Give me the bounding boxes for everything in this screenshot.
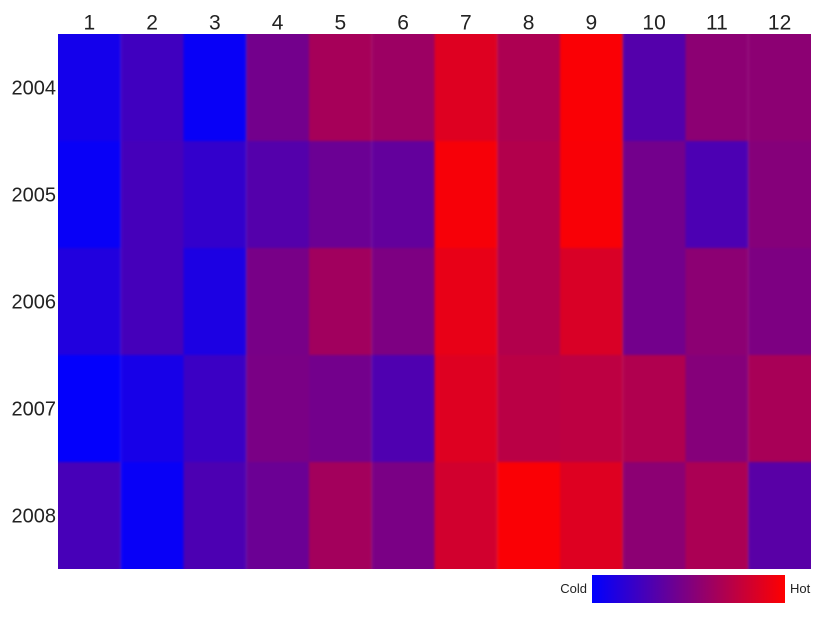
svg-text:3: 3 [209,12,221,35]
svg-text:9: 9 [586,12,598,35]
svg-text:Cold: Cold [560,581,587,596]
svg-text:6: 6 [397,12,409,35]
svg-text:12: 12 [768,12,791,35]
svg-text:8: 8 [523,12,535,35]
svg-text:2005: 2005 [12,185,57,207]
svg-text:4: 4 [272,12,284,35]
svg-text:1: 1 [84,12,96,35]
svg-text:2004: 2004 [12,78,57,100]
svg-text:2007: 2007 [12,399,57,421]
svg-text:2006: 2006 [12,292,57,314]
svg-text:2: 2 [146,12,158,35]
svg-text:5: 5 [335,12,347,35]
svg-text:Hot: Hot [790,581,811,596]
svg-text:7: 7 [460,12,472,35]
svg-text:2008: 2008 [12,506,57,528]
svg-text:10: 10 [642,12,665,35]
svg-text:11: 11 [706,12,728,35]
